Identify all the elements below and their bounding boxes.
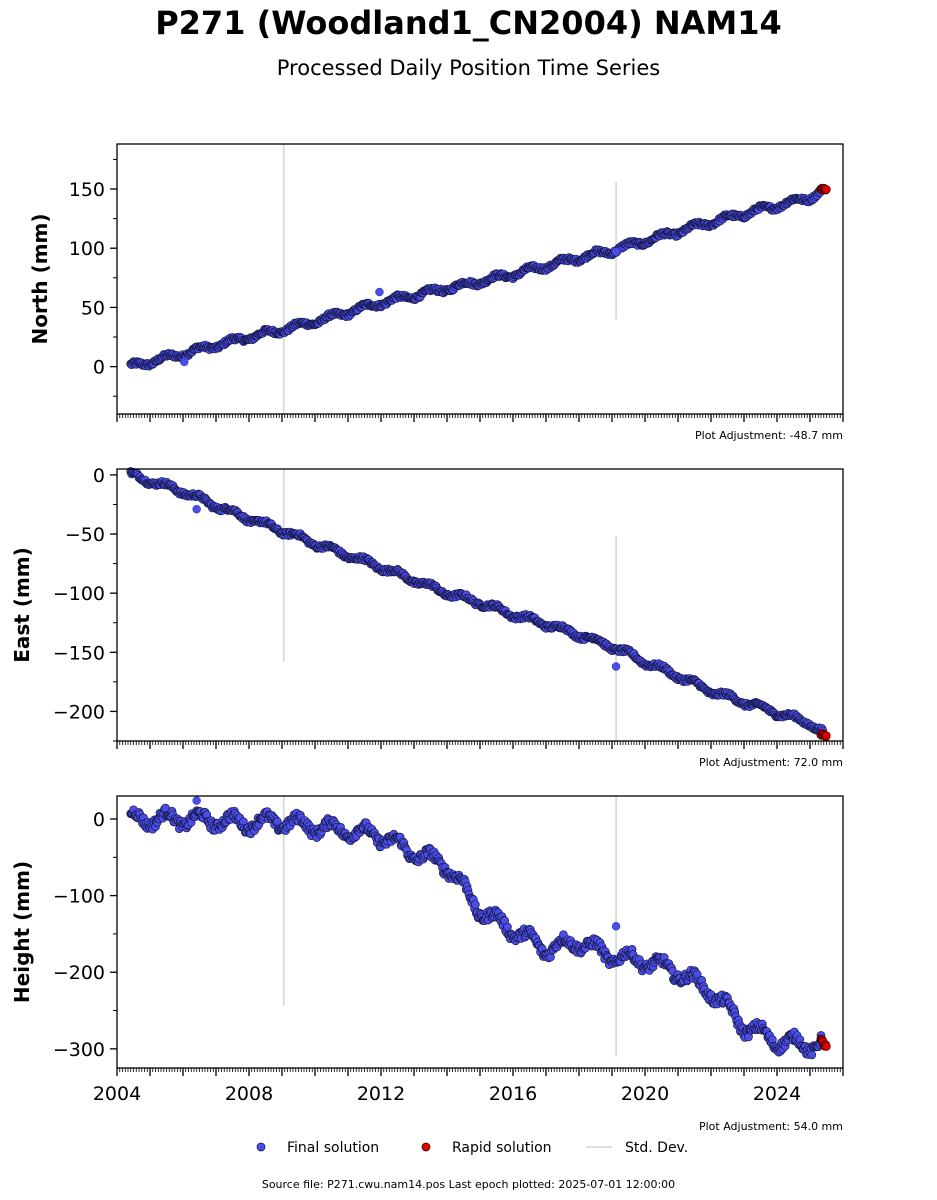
y-tick-label: −150 [53, 642, 105, 664]
plot-adjustment: Plot Adjustment: -48.7 mm [695, 429, 843, 442]
panels: 0 50 100 150 North (mm) Plot Adjustment: -48.… [10, 143, 844, 1133]
y-tick-label: −200 [53, 701, 105, 723]
legend: Final solution Rapid solution Std. Dev. [256, 1140, 688, 1156]
panel-1: 0 −50 −100 −150 −200 East (mm) Plot Adjustment… [10, 465, 844, 769]
y-tick-label: 0 [93, 465, 105, 487]
rapid-point [822, 1042, 831, 1051]
panel-2: 0 −100 −200 −300 2004 2008 2012 2016 2020 2024 Hei… [10, 795, 844, 1133]
outlier-point [611, 662, 621, 671]
figure-subtitle: Processed Daily Position Time Series [276, 56, 661, 80]
y-tick-label: −100 [53, 583, 105, 605]
y-axis-label: Height (mm) [10, 861, 34, 1003]
x-tick-label: 2012 [357, 1083, 405, 1105]
final-series-1 [126, 467, 828, 736]
data-point [807, 1050, 817, 1060]
x-tick-label: 2004 [93, 1083, 141, 1105]
y-tick-label: −50 [65, 524, 105, 546]
plot-adjustment: Plot Adjustment: 54.0 mm [699, 1120, 843, 1133]
y-tick-label: 0 [93, 809, 105, 831]
rapid-point [822, 185, 831, 194]
outlier-point [192, 796, 201, 805]
y-axis-label: East (mm) [10, 547, 34, 663]
final-series-2 [126, 803, 828, 1060]
plot-adjustment: Plot Adjustment: 72.0 mm [699, 756, 843, 769]
data-point [471, 900, 480, 909]
outlier-point [192, 504, 201, 514]
final-series-0 [126, 183, 828, 371]
y-tick-label: 50 [81, 297, 105, 319]
footer-source: Source file: P271.cwu.nam14.pos Last epo… [262, 1178, 675, 1191]
y-axis-label: North (mm) [28, 213, 52, 344]
rapid-point [822, 731, 831, 741]
panel-0: 0 50 100 150 North (mm) Plot Adjustment: -48.… [28, 143, 844, 442]
y-tick-label: −100 [53, 886, 105, 908]
x-tick-label: 2008 [225, 1083, 273, 1105]
figure-title: P271 (Woodland1_CN2004) NAM14 [155, 4, 782, 42]
x-tick-label: 2020 [621, 1083, 669, 1105]
legend-rapid-marker [421, 1142, 431, 1152]
outlier-point [180, 357, 189, 367]
legend-final-label: Final solution [287, 1140, 379, 1156]
y-tick-label: 100 [69, 238, 105, 260]
legend-std-label: Std. Dev. [625, 1140, 688, 1156]
y-tick-label: −200 [53, 962, 105, 984]
y-tick-label: −300 [53, 1039, 105, 1061]
x-tick-label: 2016 [489, 1083, 537, 1105]
y-tick-label: 150 [69, 179, 105, 201]
outlier-point [611, 922, 621, 931]
legend-final-marker [256, 1142, 266, 1152]
outlier-point [611, 247, 621, 257]
outlier-point [375, 287, 384, 297]
y-tick-label: 0 [93, 357, 105, 379]
x-tick-label: 2024 [753, 1083, 801, 1105]
legend-rapid-label: Rapid solution [452, 1140, 552, 1156]
